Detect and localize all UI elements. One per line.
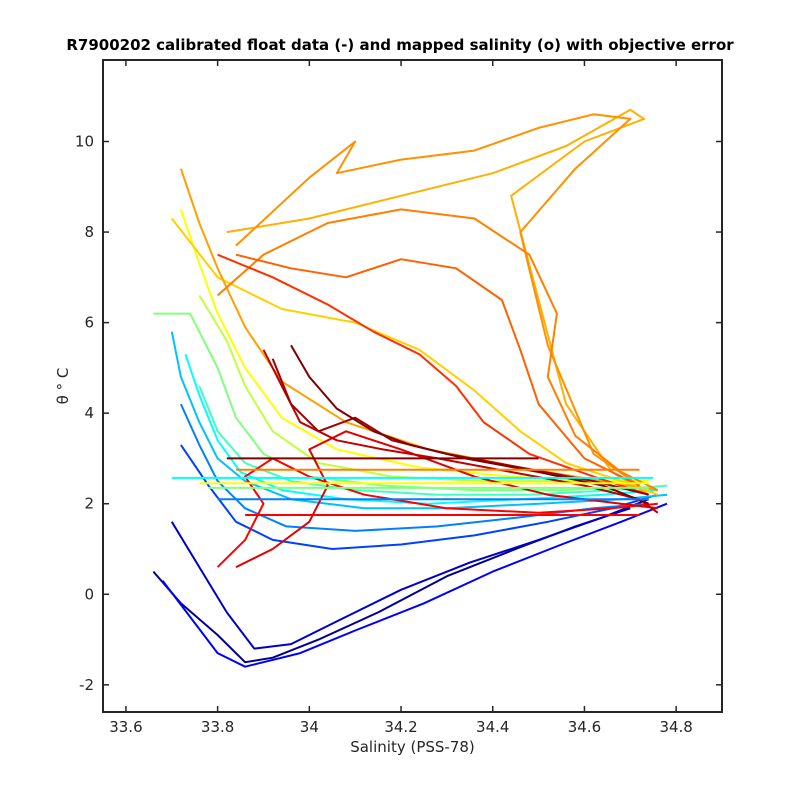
y-tick-label: 8 <box>84 223 94 241</box>
series-line-17 <box>217 253 649 496</box>
series-line-21 <box>271 358 649 496</box>
series-line-11 <box>171 217 659 496</box>
series-line-13 <box>226 108 650 496</box>
x-axis-label: Salinity (PSS-78) <box>350 738 475 756</box>
series-line-4 <box>179 403 649 532</box>
series-line-14 <box>235 113 641 487</box>
axes-frame <box>102 59 723 713</box>
series-line-7 <box>198 385 668 496</box>
x-tick-label: 33.8 <box>201 718 234 736</box>
x-tick-label: 33.6 <box>109 718 142 736</box>
series-line-16 <box>235 253 640 487</box>
x-tick-label: 34.4 <box>476 718 509 736</box>
y-axis-label: θ ° C <box>54 368 72 405</box>
chart-title: R7900202 calibrated float data (-) and m… <box>66 36 734 54</box>
ticks-layer: 33.6 33.8 34 34.2 34.4 34.6 34.8 -2 0 2 4 6 8 10 <box>75 60 722 736</box>
series-line-9 <box>198 294 649 483</box>
series-line-15 <box>216 208 659 491</box>
series-line-22 <box>290 344 649 505</box>
x-tick-label: 34.8 <box>659 718 692 736</box>
y-tick-label: 4 <box>84 404 94 422</box>
plot-area <box>103 60 722 712</box>
y-tick-label: 2 <box>84 495 94 513</box>
series-line-1 <box>170 498 649 650</box>
series-line-19 <box>235 430 658 568</box>
series-layer <box>152 108 668 668</box>
y-tick-label: 10 <box>75 133 94 151</box>
series-line-2 <box>161 502 668 668</box>
plot-background <box>103 60 722 712</box>
y-tick-label: 6 <box>84 314 94 332</box>
y-tick-label: -2 <box>79 676 94 694</box>
x-tick-label: 34 <box>300 718 319 736</box>
x-tick-label: 34.6 <box>568 718 601 736</box>
x-tick-label: 34.2 <box>384 718 417 736</box>
y-tick-label: 0 <box>84 585 94 603</box>
